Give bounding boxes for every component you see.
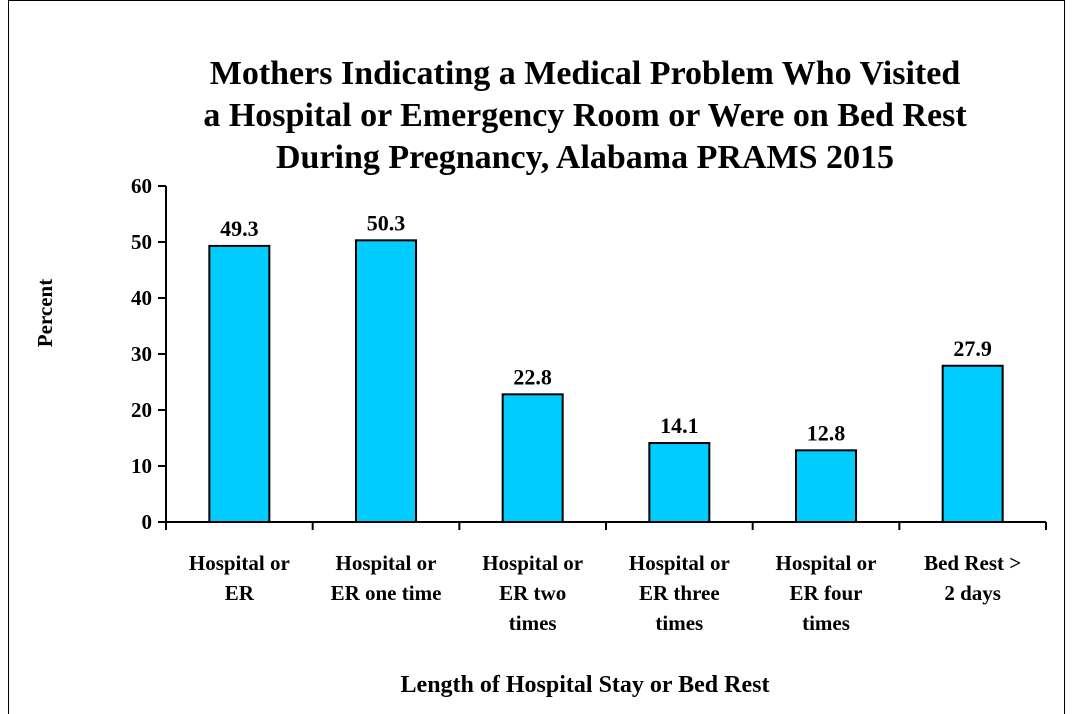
y-tick-label: 60: [131, 174, 152, 198]
y-tick-label: 10: [131, 454, 152, 478]
value-label: 12.8: [807, 420, 846, 445]
value-label: 27.9: [953, 336, 992, 361]
bar: [795, 449, 857, 524]
bar: [355, 239, 417, 523]
chart-title: Mothers Indicating a Medical Problem Who…: [203, 55, 967, 176]
bar: [648, 442, 711, 524]
value-label: 14.1: [660, 413, 699, 438]
x-axis-label: Length of Hospital Stay or Bed Rest: [401, 672, 770, 698]
y-tick-label: 40: [131, 286, 152, 310]
bar: [941, 364, 1004, 524]
x-tick-label: Bed Rest >2 days: [924, 551, 1021, 605]
x-tick-label: Hospital or ER one time: [331, 551, 442, 605]
value-label: 22.8: [513, 364, 552, 389]
value-label: 49.3: [220, 216, 259, 241]
y-tick-label: 0: [142, 510, 153, 534]
y-axis-label: Percent: [33, 279, 57, 347]
y-tick-label: 50: [131, 230, 152, 254]
value-label: 50.3: [367, 210, 406, 235]
y-tick-label: 20: [131, 398, 152, 422]
x-tick-label: Hospital or ER two times: [482, 551, 583, 635]
bar: [501, 393, 564, 524]
x-tick-label: Hospital or ER: [189, 551, 290, 605]
bar: [208, 244, 271, 523]
y-tick-label: 30: [131, 342, 152, 366]
x-tick-label: Hospital or ER three times: [629, 551, 730, 635]
x-tick-label: Hospital or ER four times: [776, 551, 877, 635]
